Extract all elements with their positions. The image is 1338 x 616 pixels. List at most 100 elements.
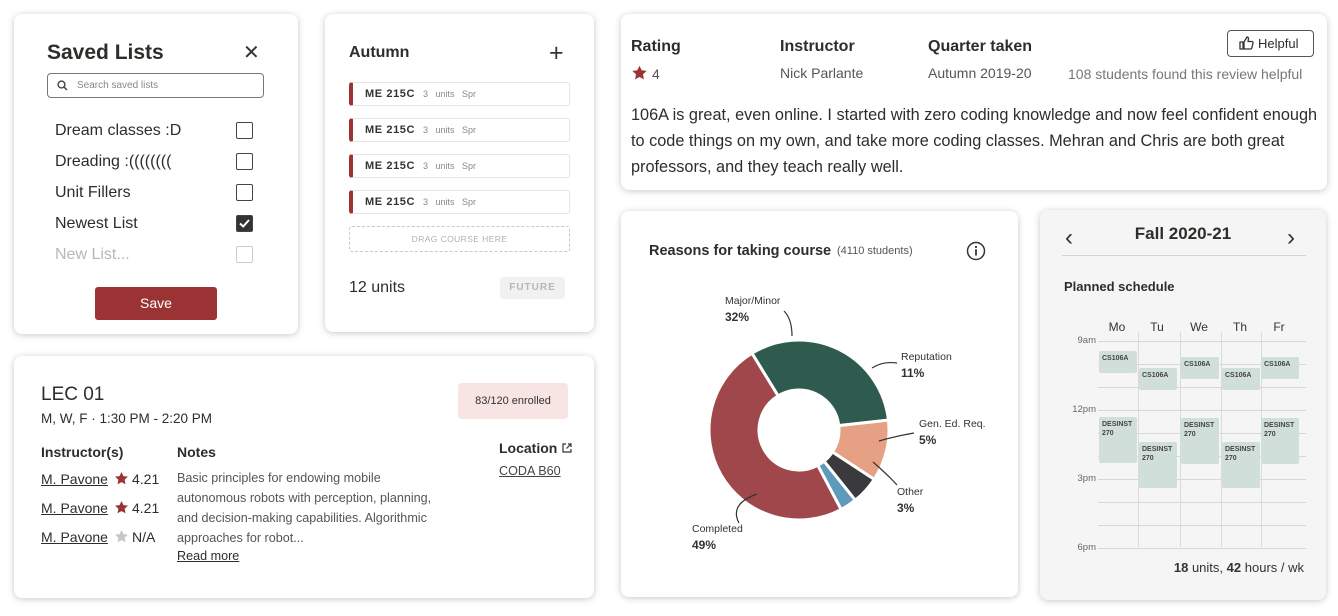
notes-header: Notes: [177, 444, 216, 460]
chevron-right-icon[interactable]: ›: [1287, 224, 1295, 251]
helpful-count: 108 students found this review helpful: [1068, 66, 1303, 82]
donut-slice-completed[interactable]: [707, 351, 844, 522]
course-code: ME 215C: [365, 88, 416, 100]
course-pill[interactable]: ME 215C 3 units Spr: [349, 82, 570, 106]
drag-course-dropzone[interactable]: DRAG COURSE HERE: [349, 226, 570, 252]
list-item-label: Dreading :((((((((: [55, 153, 172, 170]
new-list-input[interactable]: New List...: [55, 246, 130, 263]
rating-value: 4: [631, 65, 660, 82]
list-checkbox[interactable]: [236, 122, 253, 139]
list-checkbox-checked[interactable]: [236, 215, 253, 232]
course-meta: 3 units Spr: [423, 89, 477, 99]
list-item[interactable]: Dream classes :D: [55, 120, 255, 142]
grid-column-line: [1221, 332, 1222, 547]
helpful-button[interactable]: Helpful: [1227, 30, 1314, 57]
time-label: 6pm: [1077, 542, 1096, 553]
schedule-block[interactable]: CS106A: [1181, 357, 1219, 379]
star-icon-empty: [115, 529, 128, 543]
schedule-block[interactable]: DESINST 270: [1222, 442, 1260, 488]
section-notes: Basic principles for endowing mobile aut…: [177, 471, 432, 545]
season-title: Fall 2020-21: [1134, 224, 1232, 243]
instructor-header: Instructor: [780, 38, 855, 55]
schedule-block[interactable]: DESINST 270: [1099, 417, 1137, 463]
new-list-checkbox: [236, 246, 253, 263]
course-pill[interactable]: ME 215C 3 units Spr: [349, 118, 570, 142]
review-card: Rating 4 Instructor Nick Parlante Quarte…: [621, 14, 1327, 190]
schedule-block[interactable]: CS106A: [1099, 351, 1137, 373]
review-body: 106A is great, even online. I started wi…: [631, 106, 1318, 176]
course-pill[interactable]: ME 215C 3 units Spr: [349, 190, 570, 214]
day-header: We: [1190, 320, 1208, 334]
save-button[interactable]: Save: [95, 287, 217, 320]
instructor-link[interactable]: M. Pavone: [41, 529, 108, 545]
close-icon[interactable]: ✕: [243, 42, 260, 64]
read-more-link[interactable]: Read more: [177, 549, 240, 563]
instructor-link[interactable]: M. Pavone: [41, 471, 108, 487]
slice-label-other: Other 3%: [897, 486, 924, 515]
term-card: Autumn + ME 215C 3 units Spr ME 215C 3 u…: [325, 14, 594, 332]
star-icon: [115, 500, 128, 514]
course-meta: 3 units Spr: [423, 125, 477, 135]
course-pill[interactable]: ME 215C 3 units Spr: [349, 154, 570, 178]
chevron-left-icon[interactable]: ‹: [1065, 224, 1073, 251]
add-course-icon[interactable]: +: [549, 39, 564, 67]
schedule-block[interactable]: CS106A: [1222, 368, 1260, 390]
instructor-rating: 4.21: [132, 500, 160, 516]
rating-header: Rating: [631, 38, 681, 55]
instructors-header: Instructor(s): [41, 444, 124, 460]
info-icon[interactable]: [966, 241, 986, 261]
checkmark-icon: [239, 219, 250, 228]
grid-column-line: [1138, 332, 1139, 547]
day-header: Fr: [1273, 320, 1285, 334]
external-link-icon[interactable]: [562, 443, 572, 453]
grid-line: [1098, 410, 1306, 411]
list-item[interactable]: Dreading :((((((((: [55, 151, 255, 173]
schedule-block[interactable]: CS106A: [1139, 368, 1177, 390]
enrollment-badge: 83/120 enrolled: [458, 383, 568, 419]
new-list-row[interactable]: New List...: [55, 244, 255, 266]
future-badge: FUTURE: [500, 277, 565, 299]
term-title: Autumn: [349, 44, 410, 61]
course-code: ME 215C: [365, 160, 416, 172]
time-label: 12pm: [1072, 404, 1096, 415]
list-item[interactable]: Unit Fillers: [55, 182, 255, 204]
saved-lists-title: Saved Lists: [47, 41, 164, 64]
instructor-link[interactable]: M. Pavone: [41, 500, 108, 516]
term-units-total: 12 units: [349, 279, 406, 296]
list-checkbox[interactable]: [236, 184, 253, 201]
grid-line: [1098, 502, 1306, 503]
day-header: Mo: [1108, 320, 1126, 334]
helpful-label: Helpful: [1258, 36, 1299, 51]
slice-label-major-minor: Major/Minor 32%: [725, 295, 781, 324]
donut-slice-major-minor[interactable]: [749, 338, 891, 428]
day-header: Th: [1232, 320, 1247, 334]
slice-label-completed: Completed 49%: [692, 523, 743, 552]
list-item[interactable]: Newest List: [55, 213, 255, 235]
chart-title: Reasons for taking course: [649, 243, 832, 259]
schedule-block[interactable]: DESINST 270: [1139, 442, 1177, 488]
list-item-label: Unit Fillers: [55, 184, 131, 201]
divider: [1062, 255, 1306, 256]
grid-line: [1098, 479, 1306, 480]
course-code: ME 215C: [365, 124, 416, 136]
schedule-block[interactable]: DESINST 270: [1261, 418, 1299, 464]
grid-line: [1098, 341, 1306, 342]
section-card: LEC 01 M, W, F · 1:30 PM - 2:20 PM 83/12…: [14, 356, 594, 598]
time-label: 3pm: [1077, 473, 1096, 484]
instructor-row: M. Pavone N/A: [41, 529, 166, 547]
saved-lists-panel: Saved Lists ✕ Search saved lists Dream c…: [14, 14, 298, 334]
instructor-rating: N/A: [132, 529, 156, 545]
list-item-label: Newest List: [55, 215, 138, 232]
list-checkbox[interactable]: [236, 153, 253, 170]
section-time: M, W, F · 1:30 PM - 2:20 PM: [41, 411, 213, 426]
star-icon: [115, 471, 128, 485]
time-label: 9am: [1077, 335, 1096, 346]
location-link[interactable]: CODA B60: [499, 464, 561, 478]
instructor-value: Nick Parlante: [780, 65, 864, 81]
search-icon: [57, 80, 68, 91]
schedule-block[interactable]: CS106A: [1261, 357, 1299, 379]
list-item-label: Dream classes :D: [55, 122, 182, 139]
search-saved-lists-input[interactable]: Search saved lists: [47, 73, 264, 98]
quarter-value: Autumn 2019-20: [928, 65, 1032, 81]
schedule-block[interactable]: DESINST 270: [1181, 418, 1219, 464]
